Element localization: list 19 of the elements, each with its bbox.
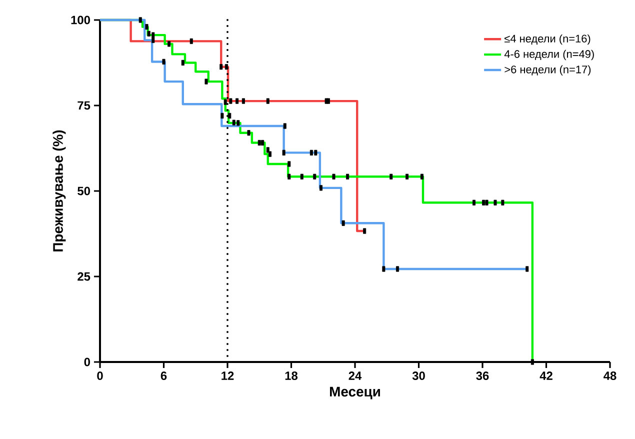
y-tick-label: 75 — [78, 101, 90, 110]
x-tick-label: 30 — [412, 372, 425, 380]
x-tick-label: 12 — [222, 372, 234, 380]
x-tick-label: 0 — [97, 372, 103, 380]
legend-label: ≤4 недели (n=16) — [504, 34, 590, 45]
x-tick-label: 18 — [285, 372, 298, 380]
x-tick-label: 42 — [540, 372, 552, 380]
x-tick-label: 48 — [604, 372, 616, 380]
y-tick-label: 25 — [78, 272, 90, 281]
legend-label: 4-6 недели (n=49) — [504, 50, 594, 60]
x-tick-label: 36 — [476, 372, 489, 380]
y-axis-title: Преживување (%) — [52, 130, 66, 252]
y-tick-label: 50 — [78, 186, 90, 196]
y-tick-label: 0 — [84, 358, 90, 366]
x-tick-label: 24 — [348, 372, 362, 380]
legend-label: >6 недели (n=17) — [504, 65, 591, 76]
x-axis-title: Месеци — [330, 386, 380, 400]
x-tick-label: 6 — [160, 372, 167, 380]
y-tick-label: 100 — [71, 16, 90, 24]
